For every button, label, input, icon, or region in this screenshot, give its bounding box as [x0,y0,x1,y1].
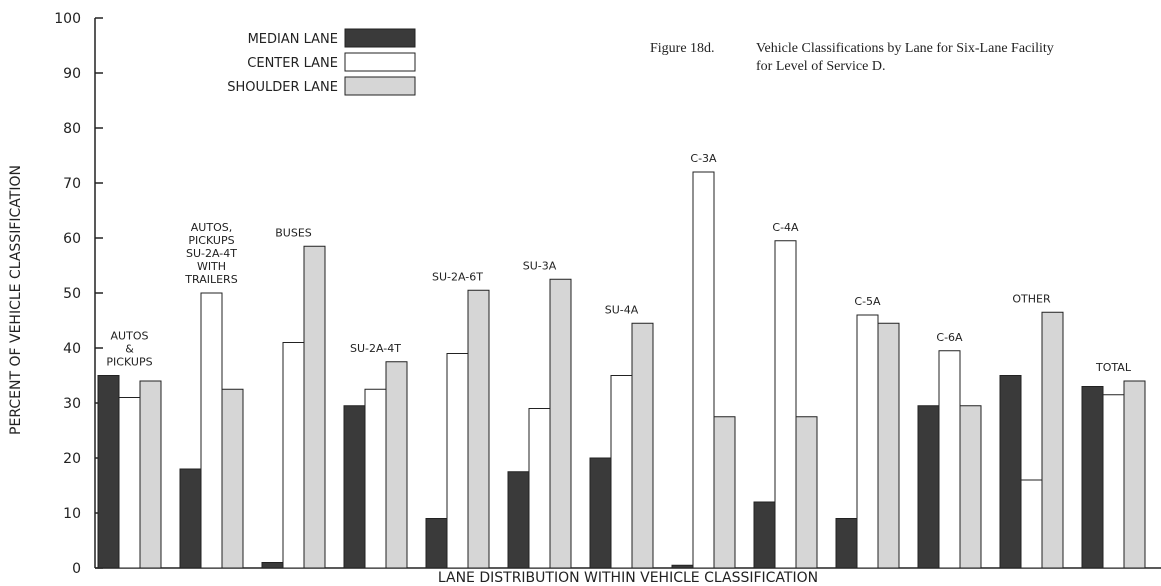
y-tick-label: 80 [63,121,81,137]
y-tick-label: 20 [63,451,81,467]
bar [343,405,366,569]
category-label: AUTOS & PICKUPS [106,330,152,369]
category-label: TOTAL [1095,361,1132,374]
bar [1123,380,1146,569]
bar [877,322,900,569]
bar [959,405,982,569]
bar [610,375,633,569]
bar [118,397,141,569]
category-label: SU-3A [523,259,557,272]
bar [528,408,551,569]
bar [1020,479,1043,569]
bar [179,468,202,569]
legend-label: MEDIAN LANE [248,32,338,47]
bar [774,240,797,569]
y-axis-label: PERCENT OF VEHICLE CLASSIFICATION [8,165,24,435]
y-tick-label: 30 [63,396,81,412]
x-axis-label: LANE DISTRIBUTION WITHIN VEHICLE CLASSIF… [438,570,818,586]
bar [671,564,694,569]
bar [589,457,612,569]
y-tick-label: 100 [54,11,81,27]
legend-label: CENTER LANE [247,56,338,71]
bar [282,342,305,569]
bar [856,314,879,569]
legend-label: SHOULDER LANE [227,80,338,95]
y-tick-label: 60 [63,231,81,247]
bar [999,375,1022,569]
bar [261,562,284,569]
category-label: SU-2A-6T [432,270,483,283]
bar [631,322,654,569]
bar [795,416,818,569]
bar [917,405,940,569]
category-label: C-4A [772,221,799,234]
bar [139,380,162,569]
bar [692,171,715,569]
bar [385,361,408,569]
legend-swatch [344,28,416,48]
bar [713,416,736,569]
category-label: AUTOS, PICKUPS SU-2A-4T WITH TRAILERS [184,221,237,286]
legend-swatch [344,76,416,96]
bar [549,278,572,569]
bar [364,388,387,569]
bar [753,501,776,569]
category-label: SU-2A-4T [350,342,401,355]
bar [425,518,448,569]
category-label: BUSES [275,226,312,239]
bar [303,245,326,569]
bar [507,471,530,569]
y-tick-label: 40 [63,341,81,357]
y-tick-label: 10 [63,506,81,522]
bar [1041,311,1064,569]
category-label: OTHER [1012,292,1051,305]
y-tick-label: 70 [63,176,81,192]
category-label: C-5A [854,295,881,308]
category-label: SU-4A [605,303,639,316]
y-tick-label: 50 [63,286,81,302]
bar [467,289,490,569]
chart-title: Vehicle Classifications by Lane for Six-… [756,41,1054,74]
bar [221,388,244,569]
legend-swatch [344,52,416,72]
bar [1102,394,1125,569]
bar [938,350,961,569]
bar [835,518,858,569]
bar [1081,386,1104,569]
bar [97,375,120,569]
y-tick-label: 0 [72,561,81,577]
category-label: C-6A [936,331,963,344]
bar [446,353,469,569]
y-tick-label: 90 [63,66,81,82]
figure-label: Figure 18d. [650,41,715,56]
bar [200,292,223,569]
category-label: C-3A [690,152,717,165]
